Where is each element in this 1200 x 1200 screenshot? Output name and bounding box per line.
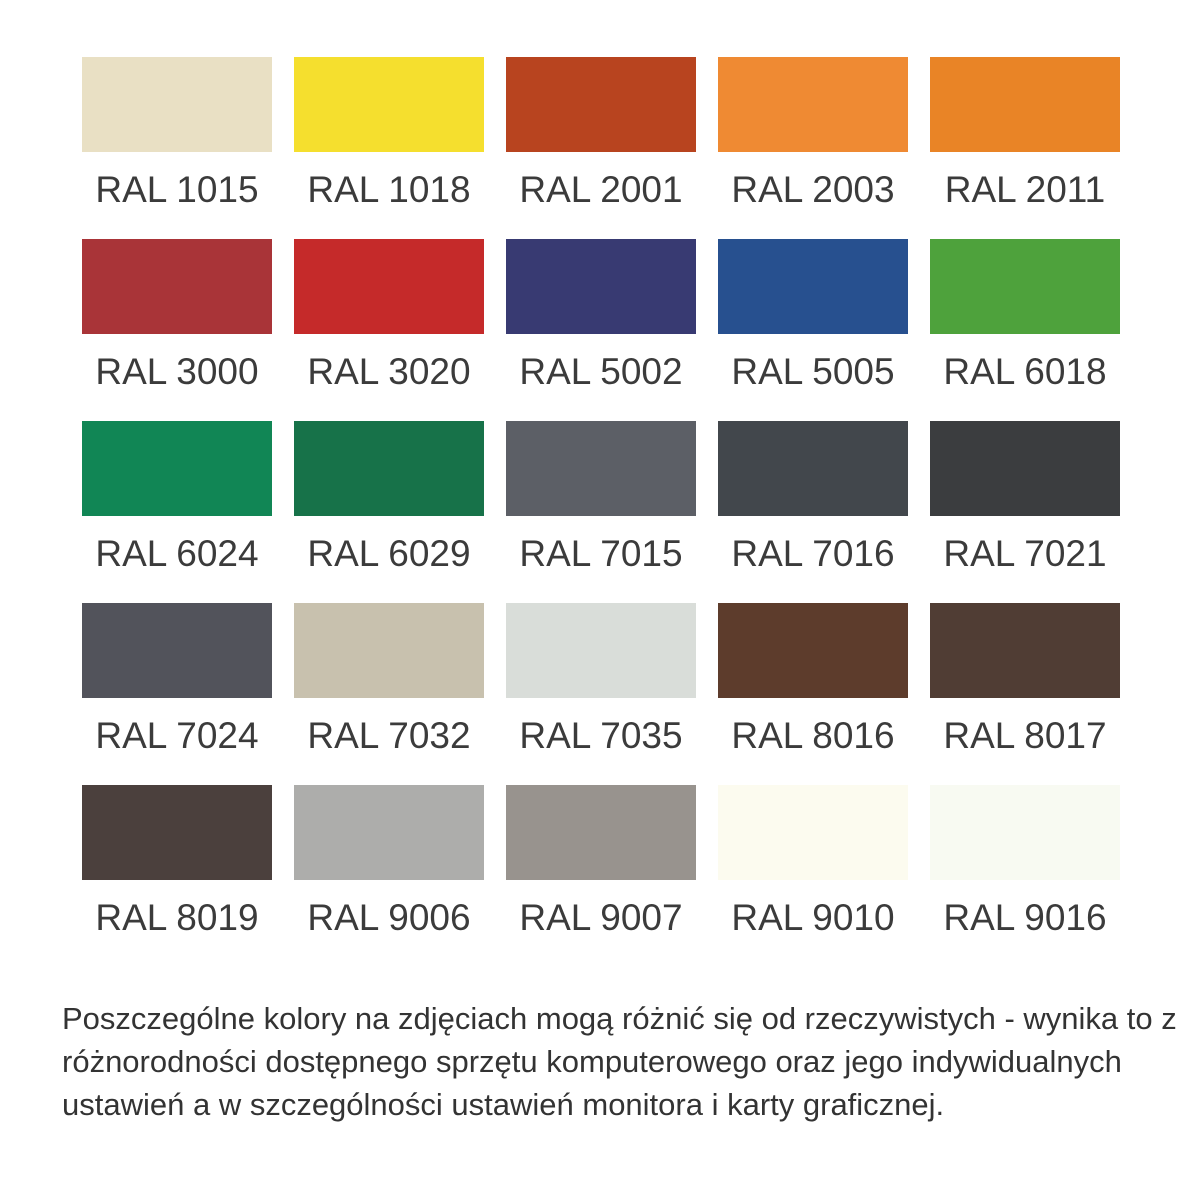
- color-code-label: RAL 1018: [307, 169, 471, 210]
- color-swatch: [82, 603, 272, 698]
- color-swatch-cell: RAL 2003: [718, 57, 908, 212]
- color-code-label: RAL 7032: [307, 715, 471, 756]
- color-swatch-cell: RAL 1018: [294, 57, 484, 212]
- color-code-label: RAL 8016: [731, 715, 895, 756]
- color-swatch-cell: RAL 3000: [82, 239, 272, 394]
- color-swatch: [718, 421, 908, 516]
- color-swatch-cell: RAL 6029: [294, 421, 484, 576]
- color-swatch: [506, 603, 696, 698]
- color-swatch-cell: RAL 9010: [718, 785, 908, 940]
- color-swatch: [82, 239, 272, 334]
- color-swatch-cell: RAL 1015: [82, 57, 272, 212]
- color-swatch: [506, 421, 696, 516]
- color-swatch: [930, 603, 1120, 698]
- color-swatch: [930, 785, 1120, 880]
- color-code-label: RAL 5005: [731, 351, 895, 392]
- color-swatch: [294, 603, 484, 698]
- color-code-label: RAL 8017: [943, 715, 1107, 756]
- color-swatch: [82, 57, 272, 152]
- color-swatch: [294, 57, 484, 152]
- color-swatch-cell: RAL 9016: [930, 785, 1120, 940]
- disclaimer-line: ustawień a w szczególności ustawień moni…: [62, 1087, 945, 1122]
- color-code-label: RAL 6024: [95, 533, 259, 574]
- color-swatch-cell: RAL 7016: [718, 421, 908, 576]
- color-swatch: [930, 421, 1120, 516]
- color-swatch: [718, 239, 908, 334]
- disclaimer-line: Poszczególne kolory na zdjęciach mogą ró…: [62, 1001, 1177, 1036]
- color-swatch-cell: RAL 8017: [930, 603, 1120, 758]
- color-code-label: RAL 6018: [943, 351, 1107, 392]
- color-swatch: [930, 57, 1120, 152]
- color-code-label: RAL 3020: [307, 351, 471, 392]
- color-code-label: RAL 3000: [95, 351, 259, 392]
- color-swatch-cell: RAL 7024: [82, 603, 272, 758]
- color-code-label: RAL 2001: [519, 169, 683, 210]
- color-swatch: [82, 785, 272, 880]
- color-swatch-cell: RAL 8019: [82, 785, 272, 940]
- color-swatch-cell: RAL 2001: [506, 57, 696, 212]
- color-code-label: RAL 7021: [943, 533, 1107, 574]
- color-code-label: RAL 7024: [95, 715, 259, 756]
- color-code-label: RAL 9007: [519, 897, 683, 938]
- color-code-label: RAL 9016: [943, 897, 1107, 938]
- color-disclaimer-text: Poszczególne kolory na zdjęciach mogą ró…: [62, 997, 1177, 1126]
- color-swatch-cell: RAL 5002: [506, 239, 696, 394]
- color-swatch-cell: RAL 9006: [294, 785, 484, 940]
- color-swatch: [506, 239, 696, 334]
- color-swatch: [506, 785, 696, 880]
- color-code-label: RAL 6029: [307, 533, 471, 574]
- color-swatch-cell: RAL 6024: [82, 421, 272, 576]
- color-code-label: RAL 9006: [307, 897, 471, 938]
- color-swatch: [294, 421, 484, 516]
- color-code-label: RAL 9010: [731, 897, 895, 938]
- disclaimer-line: różnorodności dostępnego sprzętu kompute…: [62, 1044, 1122, 1079]
- color-swatch-cell: RAL 7035: [506, 603, 696, 758]
- color-swatch-grid: RAL 1015 RAL 1018 RAL 2001 RAL 2003 RAL …: [82, 57, 1122, 940]
- color-code-label: RAL 7035: [519, 715, 683, 756]
- color-swatch: [294, 239, 484, 334]
- color-swatch-cell: RAL 9007: [506, 785, 696, 940]
- color-code-label: RAL 2003: [731, 169, 895, 210]
- color-swatch-cell: RAL 3020: [294, 239, 484, 394]
- color-code-label: RAL 7015: [519, 533, 683, 574]
- color-swatch: [718, 785, 908, 880]
- color-swatch-cell: RAL 7021: [930, 421, 1120, 576]
- color-swatch-cell: RAL 5005: [718, 239, 908, 394]
- color-swatch-cell: RAL 7032: [294, 603, 484, 758]
- color-code-label: RAL 7016: [731, 533, 895, 574]
- color-swatch: [294, 785, 484, 880]
- color-code-label: RAL 1015: [95, 169, 259, 210]
- color-swatch: [930, 239, 1120, 334]
- color-swatch: [718, 57, 908, 152]
- color-code-label: RAL 5002: [519, 351, 683, 392]
- color-swatch-cell: RAL 2011: [930, 57, 1120, 212]
- color-swatch-cell: RAL 6018: [930, 239, 1120, 394]
- color-swatch: [718, 603, 908, 698]
- color-code-label: RAL 8019: [95, 897, 259, 938]
- color-swatch: [82, 421, 272, 516]
- color-swatch: [506, 57, 696, 152]
- color-swatch-cell: RAL 7015: [506, 421, 696, 576]
- color-swatch-cell: RAL 8016: [718, 603, 908, 758]
- color-code-label: RAL 2011: [944, 169, 1106, 210]
